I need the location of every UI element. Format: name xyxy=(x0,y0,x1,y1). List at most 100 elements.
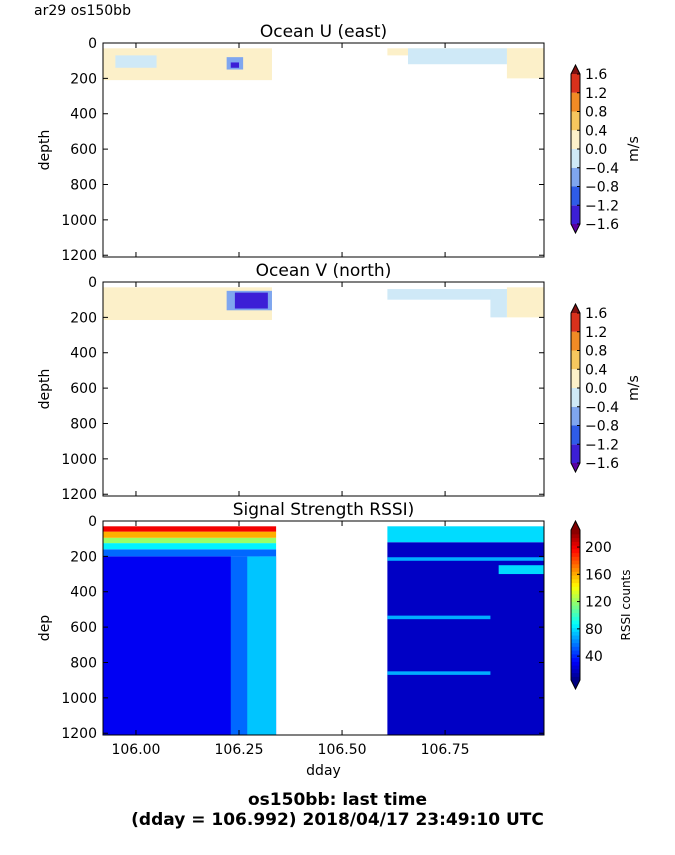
panel3-colorbar-segment xyxy=(571,676,580,681)
panel3-colorbar-segment xyxy=(571,556,580,561)
panel2-colorbar-segment xyxy=(571,406,580,426)
panel3-y-tick-label: 1000 xyxy=(61,691,97,707)
panel1-data-cell-4 xyxy=(115,55,157,68)
panel3-data-cell-4 xyxy=(103,549,277,557)
panel2-colorbar-under-arrow xyxy=(571,463,580,472)
panel1-colorbar-segment xyxy=(571,111,580,131)
panel3-colorbar-segment xyxy=(571,567,580,572)
panel2-colorbar-segment xyxy=(571,350,580,370)
panel3-data-cell-3 xyxy=(247,556,277,735)
panel2-data-cell-4 xyxy=(490,289,507,318)
panel2-colorbar-segment xyxy=(571,313,580,332)
panel1-colorbar-tick-label: 0.8 xyxy=(585,105,607,121)
panel1-y-tick-label: 0 xyxy=(88,36,97,52)
panel3-colorbar-segment xyxy=(571,575,580,580)
panel3-colorbar-segment xyxy=(571,590,580,595)
panel3-colorbar-segment xyxy=(571,571,580,576)
panel3-colorbar-segment xyxy=(571,650,580,655)
panel3-data-cell-8 xyxy=(103,526,277,532)
panel1-colorbar-tick-label: 1.2 xyxy=(585,86,607,102)
panel2-colorbar-segment xyxy=(571,444,580,463)
panel3-colorbar-segment xyxy=(571,597,580,602)
panel3-title: Signal Strength RSSI) xyxy=(233,500,415,520)
panel2-axes-frame xyxy=(102,281,545,497)
panel3-colorbar-segment xyxy=(571,657,580,662)
panel1-data-cell-5 xyxy=(407,48,507,65)
panel2-y-tick-label: 800 xyxy=(70,416,97,432)
panel1-y-tick-label: 1000 xyxy=(61,213,97,229)
panel2-data-cell-2 xyxy=(506,287,544,318)
panel3-colorbar-segment xyxy=(571,631,580,636)
panel3-colorbar-segment xyxy=(571,560,580,565)
panel2-colorbar-tick-label: −1.6 xyxy=(585,456,619,472)
panel3-x-axis-label: dday xyxy=(306,763,341,779)
panel2-colorbar-tick-label: 1.6 xyxy=(585,306,607,322)
panel2-colorbar-tick-label: 1.2 xyxy=(585,325,607,341)
panel3-data-cell-6 xyxy=(103,537,277,544)
panel3-colorbar-outline xyxy=(570,519,581,691)
panel3-colorbar-segment xyxy=(571,616,580,621)
panel2-colorbar-tick-label: 0.8 xyxy=(585,344,607,360)
panel3-colorbar-segment xyxy=(571,665,580,670)
panel3-colorbar-segment xyxy=(571,627,580,632)
panel2-colorbar-tick-label: −0.4 xyxy=(585,400,619,416)
panel3-colorbar-under-arrow xyxy=(571,680,580,689)
panel3-data-cell-5 xyxy=(103,543,277,550)
panel3-colorbar-tick-label: 40 xyxy=(585,649,603,665)
panel1-y-tick-label: 200 xyxy=(70,71,97,87)
panel1-colorbar-segment xyxy=(571,74,580,93)
panel1-y-tick-label: 400 xyxy=(70,107,97,123)
panel1-y-tick-label: 600 xyxy=(70,142,97,158)
panel2-data-cell-3 xyxy=(387,289,507,300)
panel3-colorbar-segment xyxy=(571,552,580,557)
panel1-colorbar-segment xyxy=(571,167,580,187)
panel2-colorbar-tick-label: 0.0 xyxy=(585,381,607,397)
panel3-data-cell-10 xyxy=(387,526,544,543)
panel1-y-axis-label: depth xyxy=(37,130,53,171)
panel3-colorbar-segment xyxy=(571,620,580,625)
panel3-x-tick-label: 106.00 xyxy=(111,742,160,758)
panel2-colorbar-over-arrow xyxy=(571,304,580,313)
panel3-colorbar-segment xyxy=(571,646,580,651)
panel2-title: Ocean V (north) xyxy=(256,261,392,281)
figure-corner-label: ar29 os150bb xyxy=(34,3,131,19)
panel3-colorbar-segment xyxy=(571,642,580,647)
panel1-data-cell-3 xyxy=(506,48,544,79)
panel2-colorbar-tick-label: 0.4 xyxy=(585,362,607,378)
panel3-colorbar-segment xyxy=(571,545,580,550)
panel3-colorbar-segment xyxy=(571,533,580,539)
panel3-colorbar-segment xyxy=(571,593,580,599)
panel2-colorbar-segment xyxy=(571,388,580,407)
panel1-colorbar-label: m/s xyxy=(626,136,642,162)
footer-line-1: os150bb: last time xyxy=(248,790,427,810)
panel2-y-tick-label: 0 xyxy=(88,275,97,291)
panel3-colorbar-segment xyxy=(571,608,580,614)
panel3-y-axis-label: dep xyxy=(37,615,53,642)
panel3-data-cell-11 xyxy=(387,557,544,561)
panel3-y-tick-label: 0 xyxy=(88,514,97,530)
panel2-y-tick-label: 1000 xyxy=(61,452,97,468)
panel1-y-tick-label: 800 xyxy=(70,177,97,193)
panel3-colorbar-over-arrow xyxy=(571,521,580,530)
panel3-colorbar-segment xyxy=(571,605,580,610)
panel3-colorbar-segment xyxy=(571,661,580,666)
panel1-colorbar-segment xyxy=(571,149,580,168)
panel2-y-tick-label: 600 xyxy=(70,381,97,397)
panel3-colorbar-segment xyxy=(571,582,580,587)
panel3-colorbar-segment xyxy=(571,635,580,640)
panel3-colorbar-segment xyxy=(571,563,580,569)
panel3-x-tick-label: 106.75 xyxy=(421,742,470,758)
panel3-x-tick-label: 106.50 xyxy=(318,742,367,758)
panel3-colorbar-segment xyxy=(571,541,580,546)
panel3-colorbar-label: RSSI counts xyxy=(619,569,633,640)
panel1-colorbar-segment xyxy=(571,186,580,206)
panel3-colorbar-segment xyxy=(571,668,580,674)
panel2-y-tick-label: 400 xyxy=(70,346,97,362)
panel3-colorbar-segment xyxy=(571,623,580,629)
panel2-colorbar-segment xyxy=(571,369,580,388)
panel3-colorbar-segment xyxy=(571,638,580,644)
panel3-data-cell-14 xyxy=(498,565,544,575)
panel3-x-tick-label: 106.25 xyxy=(215,742,264,758)
footer-line-2: (dday = 106.992) 2018/04/17 23:49:10 UTC xyxy=(131,810,544,830)
